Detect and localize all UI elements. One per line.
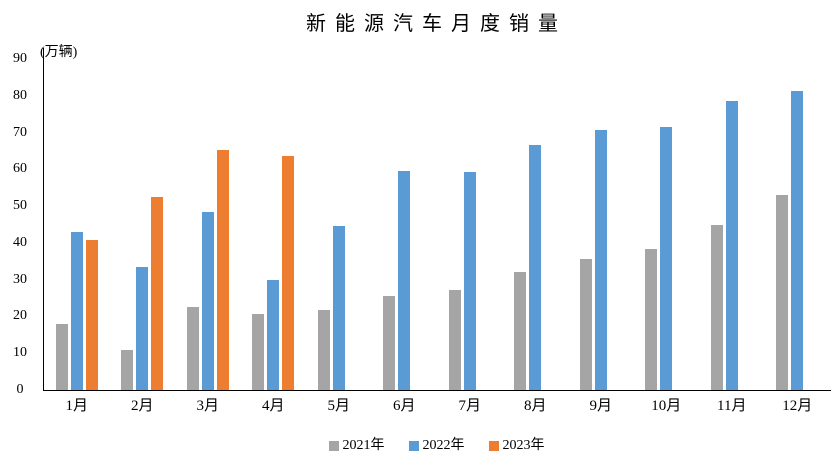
bar-group — [437, 59, 503, 390]
bar-2022年 — [136, 267, 149, 390]
bar-group — [241, 59, 307, 390]
bar-2021年 — [55, 324, 68, 390]
x-axis-label: 12月 — [782, 398, 813, 414]
bar-2022年 — [463, 171, 476, 390]
y-tick-label: 90 — [13, 51, 27, 66]
bar-group — [44, 59, 110, 390]
bar-group — [503, 59, 569, 390]
x-axis-label: 11月 — [717, 398, 747, 414]
y-tick-label: 70 — [13, 124, 27, 140]
x-axis-label: 3月 — [196, 398, 219, 414]
bar-group — [372, 59, 438, 390]
legend-item-2022年: 2022年 — [408, 437, 465, 455]
x-axis-label: 10月 — [651, 398, 682, 414]
x-axis-label: 1月 — [65, 398, 88, 414]
y-tick-label: 40 — [13, 234, 27, 250]
bar-2021年 — [645, 249, 658, 390]
legend-swatch-2023年 — [488, 441, 499, 451]
bar-2022年 — [660, 127, 673, 390]
y-tick-label: 10 — [13, 345, 27, 361]
bar-2023年 — [216, 149, 229, 390]
legend-item-2021年: 2021年 — [328, 437, 385, 455]
x-axis-line — [43, 390, 831, 391]
legend-item-2023年: 2023年 — [488, 437, 545, 455]
bar-2021年 — [514, 271, 527, 390]
legend-label: 2023年 — [502, 438, 545, 453]
bar-2022年 — [332, 225, 345, 390]
y-axis-line — [43, 48, 44, 391]
chart-legend: 2021年 2022年 2023年 — [43, 437, 830, 455]
bar-2021年 — [710, 224, 723, 390]
plot-area — [44, 59, 830, 390]
y-tick-label: 20 — [13, 308, 27, 324]
x-axis-label: 8月 — [523, 398, 547, 414]
bar-2021年 — [579, 258, 592, 390]
y-tick-label: 30 — [13, 271, 27, 287]
bar-2022年 — [791, 90, 804, 390]
y-tick-label: 60 — [13, 161, 27, 177]
y-tick-label: 80 — [13, 87, 27, 103]
x-axis-label: 7月 — [458, 398, 481, 414]
bar-2022年 — [201, 212, 214, 390]
y-axis-unit-label: (万辆) — [40, 45, 78, 60]
bar-2021年 — [776, 194, 789, 390]
bar-2022年 — [594, 129, 607, 390]
x-axis-label: 4月 — [261, 398, 285, 414]
bar-2021年 — [252, 314, 265, 390]
bar-group — [306, 59, 372, 390]
bar-2023年 — [282, 156, 295, 390]
y-tick-label: 0 — [16, 382, 24, 397]
legend-label: 2021年 — [342, 438, 385, 453]
legend-swatch-2021年 — [328, 441, 339, 451]
bar-2022年 — [267, 280, 280, 390]
y-tick-label: 50 — [13, 198, 27, 214]
bar-2021年 — [383, 295, 396, 390]
bar-2021年 — [448, 290, 461, 390]
x-axis-label: 6月 — [392, 398, 416, 414]
x-axis-label: 9月 — [589, 398, 612, 414]
legend-label: 2022年 — [422, 438, 465, 453]
bar-group — [634, 59, 700, 390]
chart-title: 新能源汽车月度销量 — [306, 13, 567, 35]
bar-group — [765, 59, 831, 390]
bar-2022年 — [398, 170, 411, 390]
bar-2022年 — [529, 145, 542, 390]
bar-2022年 — [725, 100, 738, 390]
bar-2023年 — [85, 239, 98, 390]
bar-2023年 — [151, 196, 164, 390]
bar-group — [699, 59, 765, 390]
x-axis-labels: 1月 2月 3月 4月 5月 6月 7月 8月 9月 10月 11月 12月 — [44, 397, 830, 416]
bar-2022年 — [70, 231, 83, 390]
legend-swatch-2022年 — [408, 441, 419, 451]
bar-2021年 — [317, 310, 330, 390]
bar-group — [110, 59, 176, 390]
x-axis-label: 2月 — [130, 398, 154, 414]
bar-group — [568, 59, 634, 390]
bar-2021年 — [121, 349, 134, 390]
bar-2021年 — [186, 306, 199, 390]
x-axis-label: 5月 — [327, 398, 350, 414]
bar-group — [175, 59, 241, 390]
